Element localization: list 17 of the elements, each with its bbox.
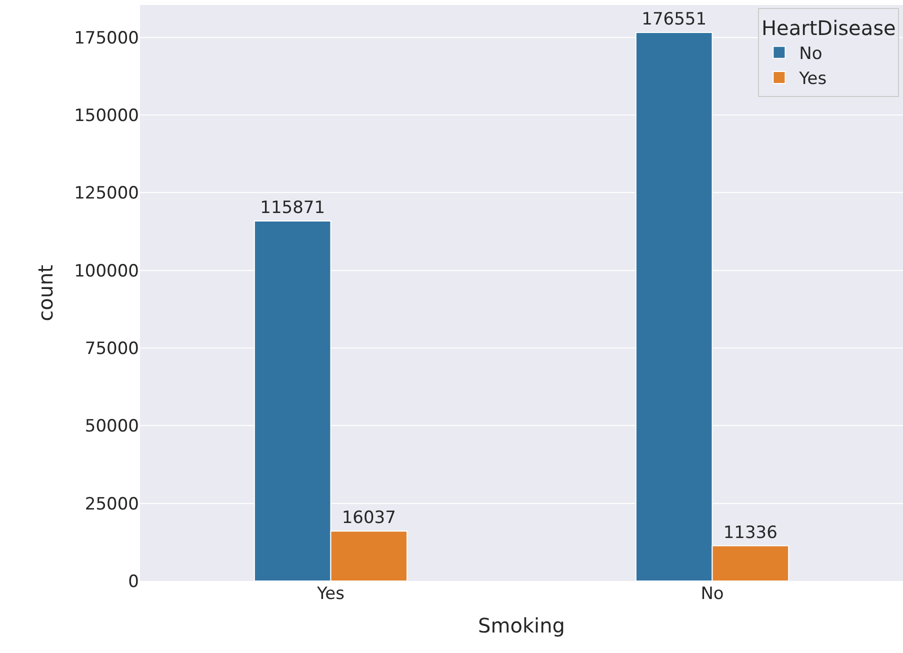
x-axis-title: Smoking	[478, 614, 565, 638]
y-tick-label: 50000	[84, 416, 139, 437]
legend-label: Yes	[798, 69, 827, 90]
y-tick-label: 125000	[74, 184, 139, 204]
y-tick-label: 175000	[74, 28, 139, 48]
y-tick-label: 75000	[84, 338, 139, 359]
data-label: 176551	[642, 9, 707, 30]
legend-label: No	[799, 44, 822, 64]
data-label: 16037	[342, 508, 396, 528]
y-tick-label: 25000	[84, 494, 139, 514]
data-label: 115871	[260, 198, 326, 218]
data-label: 11336	[723, 522, 778, 543]
y-tick-label: 0	[128, 572, 139, 592]
y-tick-label: 150000	[74, 106, 139, 126]
legend-title: HeartDisease	[762, 16, 896, 40]
y-axis-title: count	[34, 264, 58, 322]
y-tick-label: 100000	[74, 261, 139, 282]
